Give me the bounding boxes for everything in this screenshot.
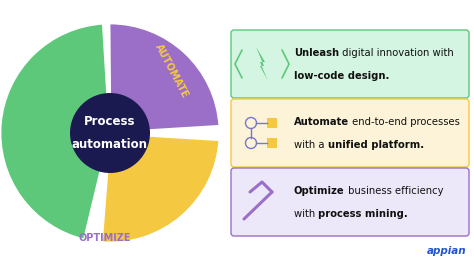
Text: Automate: Automate <box>294 118 349 127</box>
FancyBboxPatch shape <box>231 99 469 167</box>
FancyBboxPatch shape <box>231 30 469 98</box>
FancyBboxPatch shape <box>231 168 469 236</box>
Text: appian: appian <box>427 246 466 256</box>
Bar <box>267 118 277 128</box>
Text: AUTOMATE: AUTOMATE <box>154 42 191 100</box>
Wedge shape <box>0 23 108 240</box>
Text: DESIGN: DESIGN <box>27 67 49 109</box>
Text: unified platform.: unified platform. <box>328 140 424 150</box>
Text: OPTIMIZE: OPTIMIZE <box>79 233 131 243</box>
Circle shape <box>70 93 150 173</box>
Text: low-code design.: low-code design. <box>294 71 389 81</box>
Text: digital innovation with: digital innovation with <box>339 48 454 59</box>
Text: Unleash: Unleash <box>294 48 339 59</box>
Polygon shape <box>256 47 268 81</box>
Wedge shape <box>101 135 220 243</box>
Text: Optimize: Optimize <box>294 186 345 197</box>
Bar <box>267 138 277 148</box>
Wedge shape <box>109 23 220 131</box>
Text: Process: Process <box>84 115 136 128</box>
Text: with a: with a <box>294 140 328 150</box>
Text: automation: automation <box>72 138 148 151</box>
Text: process mining.: process mining. <box>319 209 408 219</box>
Text: business efficiency: business efficiency <box>345 186 443 197</box>
Text: end-to-end processes: end-to-end processes <box>349 118 460 127</box>
Text: with: with <box>294 209 319 219</box>
